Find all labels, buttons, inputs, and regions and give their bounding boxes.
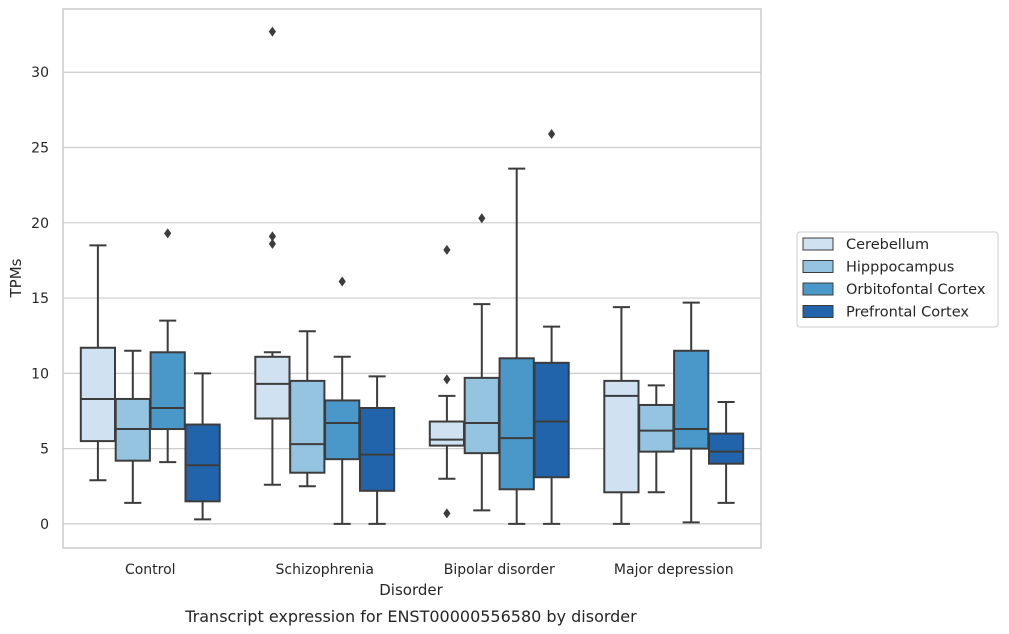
box-body — [289, 379, 326, 474]
outlier-point — [478, 213, 486, 224]
x-tick-label: Major depression — [614, 562, 734, 578]
legend-swatch — [802, 260, 834, 273]
legend-label: Hipppocampus — [846, 260, 954, 276]
outlier-point — [164, 228, 172, 239]
legend-label: Prefrontal Cortex — [846, 305, 969, 321]
box-body — [149, 351, 186, 431]
box — [428, 244, 466, 519]
x-tick-label: Control — [125, 562, 176, 578]
y-tick-label: 10 — [31, 366, 49, 382]
box-body — [79, 346, 117, 443]
y-tick-label: 5 — [40, 442, 49, 458]
outlier-point — [268, 26, 276, 37]
outlier-point — [268, 231, 276, 242]
box-series — [79, 26, 745, 525]
box — [289, 330, 326, 488]
box — [533, 128, 570, 525]
legend-frame — [796, 231, 999, 328]
series-cerebellum — [79, 26, 640, 525]
box-body — [603, 379, 640, 494]
x-axis-title: Disorder — [379, 581, 443, 599]
box — [673, 301, 710, 524]
y-tick-label: 25 — [31, 141, 49, 157]
box-body — [498, 357, 535, 491]
legend-label: Cerebellum — [846, 237, 929, 253]
outlier-point — [338, 276, 346, 287]
y-tick-label: 0 — [40, 517, 49, 533]
x-axis-ticks: Control Schizophrenia Bipolar disorder Majo… — [125, 562, 734, 578]
outlier-point — [443, 374, 451, 385]
plot-area-frame — [62, 8, 762, 549]
box — [114, 349, 151, 504]
y-axis-ticks: 0 5 10 15 20 25 30 — [31, 65, 49, 533]
y-axis-title: TPMs — [7, 258, 25, 298]
box-body — [463, 376, 500, 455]
y-tick-label: 20 — [31, 216, 49, 232]
box — [254, 26, 291, 486]
box-body — [533, 361, 570, 479]
legend-swatch — [802, 305, 834, 318]
box — [324, 276, 361, 525]
x-tick-label: Schizophrenia — [276, 562, 374, 578]
series-prefrontal-cortex — [184, 128, 745, 525]
outlier-point — [548, 128, 556, 139]
box-body — [428, 420, 466, 447]
box-body — [254, 355, 291, 420]
x-tick-label: Bipolar disorder — [444, 562, 555, 578]
box-body — [673, 349, 710, 450]
box — [149, 228, 186, 464]
legend-swatch — [802, 237, 834, 251]
outlier-point — [268, 238, 276, 249]
legend-swatch — [802, 282, 834, 296]
box-body — [184, 423, 221, 503]
box-body — [638, 403, 675, 453]
y-tick-label: 15 — [31, 291, 49, 307]
box — [638, 384, 675, 494]
outlier-point — [443, 508, 451, 519]
outlier-point — [443, 244, 451, 255]
series-hipppocampus — [114, 213, 675, 512]
chart-caption: Transcript expression for ENST0000055658… — [184, 607, 637, 626]
box — [603, 306, 640, 525]
box-body — [358, 406, 396, 492]
box-body — [324, 399, 361, 461]
box-body — [707, 432, 745, 465]
y-tick-label: 30 — [31, 65, 49, 81]
legend-label: Orbitofontal Cortex — [846, 282, 986, 298]
box — [358, 375, 396, 525]
box — [707, 400, 745, 504]
legend: Cerebellum Hipppocampus Orbitofontal Corte… — [796, 231, 999, 328]
box — [79, 244, 117, 482]
box — [463, 213, 500, 512]
box — [498, 167, 535, 525]
box — [184, 372, 221, 521]
